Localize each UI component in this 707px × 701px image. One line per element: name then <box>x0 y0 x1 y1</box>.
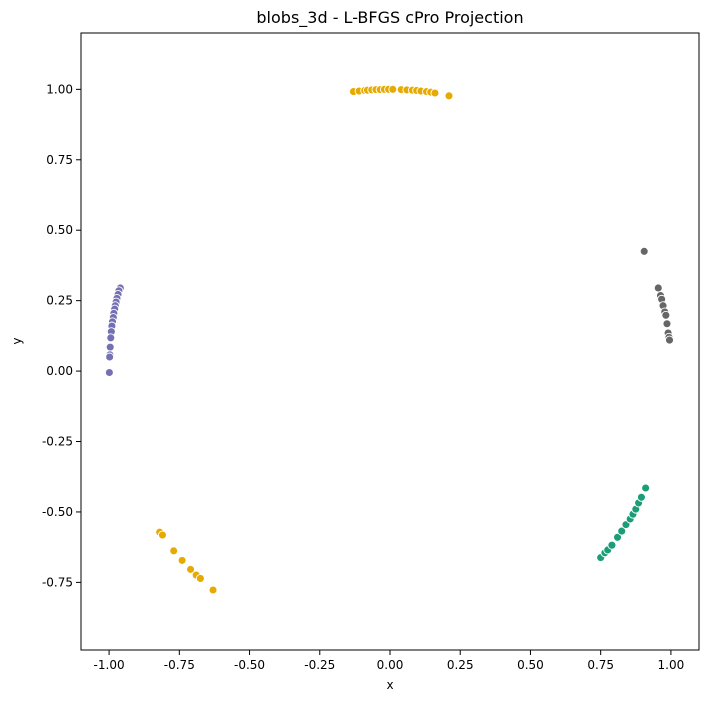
data-point <box>444 91 454 101</box>
data-point <box>636 492 646 502</box>
data-point <box>665 335 674 345</box>
y-tick-label: 0.25 <box>46 294 73 308</box>
data-point <box>607 540 617 550</box>
x-tick-label: 0.25 <box>447 658 474 672</box>
x-tick-label: 1.00 <box>658 658 685 672</box>
y-tick-label: 0.75 <box>46 153 73 167</box>
data-point <box>177 555 187 565</box>
data-point <box>158 530 167 540</box>
data-point <box>388 84 398 94</box>
data-point <box>639 246 649 256</box>
y-tick-label: -0.50 <box>42 505 73 519</box>
data-point <box>208 585 218 595</box>
scatter-points <box>104 84 674 595</box>
data-point <box>169 546 179 556</box>
x-tick-label: -0.25 <box>304 658 335 672</box>
x-tick-label: -0.50 <box>234 658 265 672</box>
x-tick-label: 0.00 <box>377 658 404 672</box>
data-point <box>617 526 627 536</box>
y-tick-label: -0.25 <box>42 435 73 449</box>
data-point <box>641 483 651 493</box>
x-axis-label: x <box>386 678 393 692</box>
x-tick-label: 0.75 <box>587 658 614 672</box>
y-tick-label: -0.75 <box>42 575 73 589</box>
y-tick-label: 0.00 <box>46 364 73 378</box>
data-point <box>186 564 196 574</box>
x-axis-ticks: -1.00 -0.75 -0.50 -0.25 0.00 0.25 0.50 0.75 1.00 <box>94 650 685 672</box>
y-tick-label: 0.50 <box>46 223 73 237</box>
y-axis-label: y <box>10 337 24 344</box>
data-point <box>430 88 440 98</box>
x-tick-label: 0.50 <box>517 658 544 672</box>
plot-frame <box>80 32 700 651</box>
chart-title: blobs_3d - L-BFGS cPro Projection <box>256 8 523 28</box>
data-point <box>653 283 663 293</box>
data-point <box>106 333 116 343</box>
data-point <box>661 310 671 320</box>
x-tick-label: -1.00 <box>94 658 125 672</box>
y-tick-label: 1.00 <box>46 82 73 96</box>
y-axis-ticks: -0.75 -0.50 -0.25 0.00 0.25 0.50 0.75 1.00 <box>42 82 81 589</box>
data-point <box>613 532 622 542</box>
data-point <box>195 573 205 583</box>
data-point <box>104 368 114 377</box>
data-point <box>662 319 672 329</box>
data-point <box>105 352 115 362</box>
x-tick-label: -0.75 <box>164 658 195 672</box>
data-point <box>105 342 115 352</box>
